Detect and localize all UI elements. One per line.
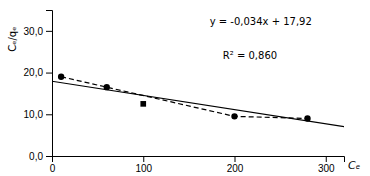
y-tick-mark xyxy=(46,156,52,157)
texts: y = -0,034x + 17,92 R² = 0,860 Cₑ Cₑ/qₑ xyxy=(7,16,361,172)
y-tick-mark xyxy=(46,31,52,32)
x-axis: 0 100 200 300 xyxy=(50,156,345,174)
circle-point xyxy=(304,115,310,121)
annotation: y = -0,034x + 17,92 xyxy=(210,16,312,27)
x-tick-label: 100 xyxy=(135,163,152,174)
x-tick: 300 xyxy=(318,156,335,174)
x-tick-mark xyxy=(143,156,144,162)
square-point xyxy=(140,101,146,107)
circle-point xyxy=(104,84,110,90)
y-axis-line xyxy=(46,11,53,157)
x-tick: 200 xyxy=(227,156,244,174)
y-tick-label: 20,0 xyxy=(24,67,44,78)
circle-point xyxy=(58,74,64,80)
x-tick: 0 xyxy=(50,156,56,174)
x-tick: 100 xyxy=(135,156,152,174)
y-axis-label: Cₑ/qₑ xyxy=(7,27,18,52)
x-axis-line xyxy=(53,157,345,163)
x-tick-label: 300 xyxy=(318,163,335,174)
y-tick-mark xyxy=(46,114,52,115)
y-tick-mark xyxy=(46,73,52,74)
x-tick-label: 0 xyxy=(50,163,56,174)
y-tick: 0,0 xyxy=(29,151,52,162)
plot-marks xyxy=(52,74,344,127)
y-axis: 0,0 10,0 20,0 30,0 xyxy=(24,11,53,162)
x-tick-mark xyxy=(235,156,236,162)
x-tick-mark xyxy=(326,156,327,162)
y-tick-label: 30,0 xyxy=(24,26,44,37)
regression-line xyxy=(52,81,344,126)
x-axis-label: Cₑ xyxy=(348,159,361,172)
series-line xyxy=(61,77,307,119)
y-tick-label: 0,0 xyxy=(29,151,43,162)
y-tick-label: 10,0 xyxy=(24,109,44,120)
annotation: R² = 0,860 xyxy=(223,50,277,61)
circle-point xyxy=(231,113,237,119)
x-tick-label: 200 xyxy=(227,163,244,174)
y-tick: 10,0 xyxy=(24,109,52,120)
chart: 01002003000,010,020,030,0y = -0,034x + 1… xyxy=(0,0,370,176)
y-tick: 20,0 xyxy=(24,67,52,78)
y-tick: 30,0 xyxy=(24,26,52,37)
